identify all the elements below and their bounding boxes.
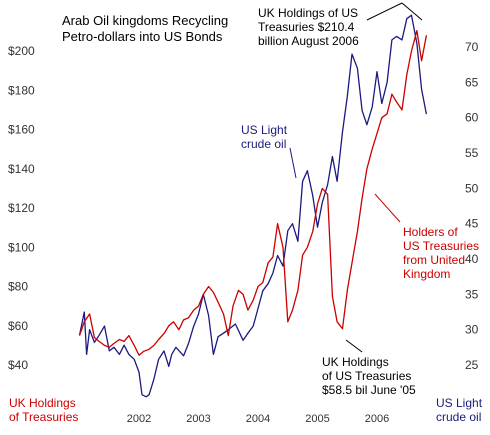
right-tick-label: 50 (465, 181, 479, 195)
x-tick-label: 2006 (365, 413, 389, 425)
annotation-uk-low: UK Holdings of US Treasuries $58.5 bil Jun… (322, 355, 416, 397)
left-tick-label: $160 (8, 123, 35, 137)
x-tick-label: 2004 (246, 413, 270, 425)
series-line-uk-treasuries (78, 29, 428, 356)
right-tick-label: 60 (465, 111, 479, 125)
left-tick-label: $120 (8, 201, 35, 215)
left-tick-label: $180 (8, 83, 35, 97)
right-tick-label: 25 (465, 358, 479, 372)
left-tick-label: $100 (8, 240, 35, 254)
series-lines (78, 14, 428, 398)
annotation-leader-line (289, 147, 297, 179)
annotation-leaders (289, 2, 423, 353)
annotation-leader-line (345, 339, 363, 353)
axis-labels: UK Holdings of Treasuries US Light crude oi… (9, 396, 483, 424)
series-line-crude-oil (78, 14, 428, 398)
chart-title-text: Arab Oil kingdoms Recycling Petro-dollars… (62, 13, 228, 44)
left-axis-ticks: $40 $60 $80 $100 $120 $140 $160 $180 $200 (8, 44, 35, 372)
right-tick-label: 70 (465, 40, 479, 54)
left-tick-label: $40 (8, 358, 28, 372)
right-tick-label: 55 (465, 146, 479, 160)
annotation-leader-line (374, 193, 401, 223)
left-axis-title: UK Holdings of Treasuries (9, 396, 78, 424)
annotations: UK Holdings of US Treasuries $210.4 billio… (241, 6, 479, 397)
right-tick-label: 35 (465, 287, 479, 301)
x-tick-label: 2005 (305, 413, 329, 425)
left-tick-label: $200 (8, 44, 35, 58)
chart-title: Arab Oil kingdoms Recycling Petro-dollars… (62, 13, 228, 44)
right-tick-label: 45 (465, 217, 479, 231)
left-tick-label: $80 (8, 280, 28, 294)
annotation-uk-peak: UK Holdings of US Treasuries $210.4 billio… (258, 6, 359, 48)
right-axis-ticks: 25 30 35 40 45 50 55 60 65 70 (465, 40, 479, 372)
left-tick-label: $140 (8, 162, 35, 176)
x-tick-label: 2002 (127, 413, 151, 425)
x-tick-label: 2003 (186, 413, 210, 425)
right-axis-title: US Light crude oil (436, 396, 483, 424)
right-tick-label: 65 (465, 75, 479, 89)
annotation-crude-oil: US Light crude oil (241, 123, 288, 151)
right-tick-label: 40 (465, 252, 479, 266)
left-tick-label: $60 (8, 319, 28, 333)
annotation-uk-holders: Holders of US Treasuries from United Kingdo… (403, 225, 479, 281)
annotation-leader-line (401, 2, 423, 21)
annotation-leader-line (366, 2, 403, 21)
right-tick-label: 30 (465, 323, 479, 337)
x-axis-ticks: 2002 2003 2004 2005 2006 (127, 413, 389, 425)
